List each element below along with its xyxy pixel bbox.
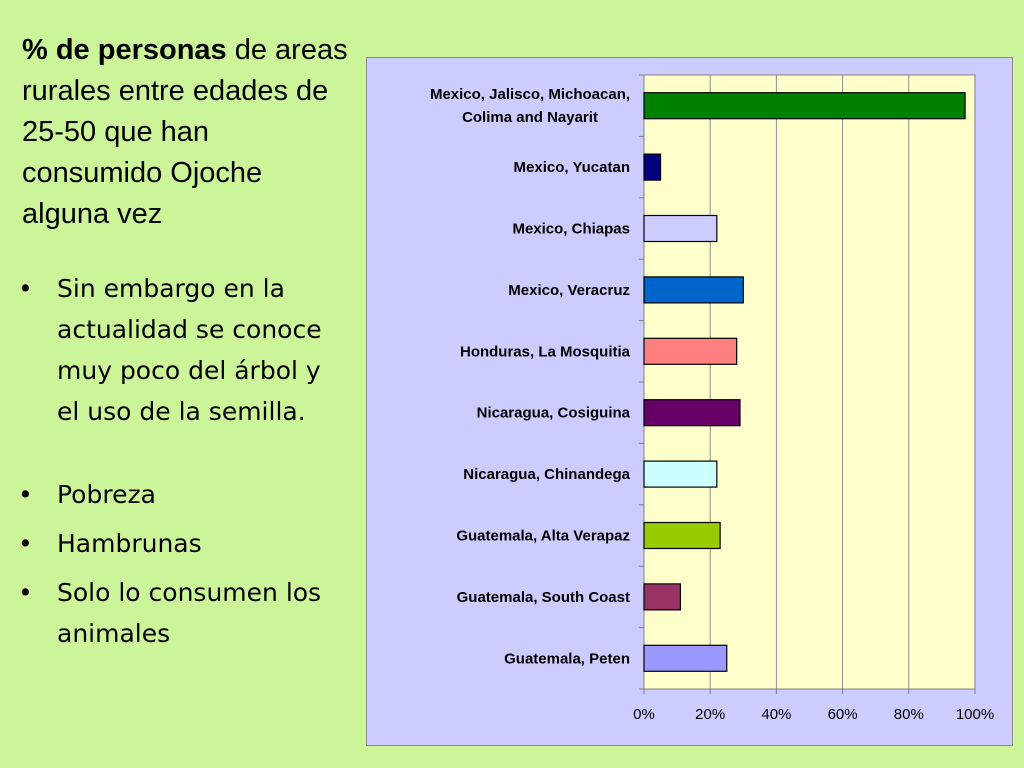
bullet-text: Solo lo consumen los animales <box>57 578 322 648</box>
bullet-item: • Pobreza <box>18 474 348 515</box>
bullet-item: • Sin embargo en la actualidad se conoce … <box>18 268 348 432</box>
bar <box>643 214 718 243</box>
bar <box>643 276 744 304</box>
bar <box>643 153 662 181</box>
x-tick-label: 80% <box>894 706 924 723</box>
category-label: Nicaragua, Chinandega <box>463 466 630 483</box>
category-label: Guatemala, Alta Verapaz <box>456 528 630 545</box>
bar <box>643 337 738 365</box>
bar <box>643 583 682 611</box>
category-label: Colima and Nayarit <box>462 109 598 126</box>
bullet-marker: • <box>18 529 33 558</box>
slide-title: % de personas de areas rurales entre eda… <box>22 30 352 235</box>
bar <box>643 460 718 488</box>
plot-area <box>643 74 976 690</box>
bar <box>643 521 721 550</box>
x-tick-label: 40% <box>761 706 791 723</box>
category-label: Guatemala, Peten <box>504 650 630 667</box>
bullet-list: • Sin embargo en la actualidad se conoce … <box>18 268 348 654</box>
bullet-text: Pobreza <box>57 480 156 509</box>
category-label: Nicaragua, Cosiguina <box>477 405 631 422</box>
bullet-marker: • <box>18 480 33 509</box>
category-label: Mexico, Chiapas <box>512 221 630 238</box>
bullet-item: • Hambrunas <box>18 523 348 564</box>
bullet-item: • Solo lo consumen los animales <box>18 572 348 654</box>
bar-chart: 0% 20% 40% 60% 80% 100% Mexico, Jalisco, Micho… <box>430 74 994 723</box>
bullet-text: Sin embargo en la actualidad se conoce m… <box>57 274 322 426</box>
x-tick-label: 60% <box>828 706 858 723</box>
category-label: Mexico, Veracruz <box>508 282 630 299</box>
bullet-text: Hambrunas <box>57 529 202 558</box>
x-tick-label: 0% <box>633 706 655 723</box>
category-label: Honduras, La Mosquitia <box>460 343 631 360</box>
category-label: Guatemala, South Coast <box>457 589 630 606</box>
slide-title-rest: de areas rurales entre edades de 25-50 q… <box>22 34 348 230</box>
x-tick-label: 20% <box>695 706 725 723</box>
slide-title-bold: % de personas <box>22 34 227 66</box>
bullet-marker: • <box>18 274 33 303</box>
bar-chart-frame: 0% 20% 40% 60% 80% 100% Mexico, Jalisco, Micho… <box>366 57 1013 746</box>
bar <box>643 92 966 120</box>
category-label: Mexico, Yucatan <box>514 159 630 176</box>
bar <box>643 399 741 427</box>
category-label: Mexico, Jalisco, Michoacan, <box>430 86 630 103</box>
x-tick-label: 100% <box>956 706 994 723</box>
bullet-marker: • <box>18 578 33 607</box>
bar <box>643 644 728 672</box>
